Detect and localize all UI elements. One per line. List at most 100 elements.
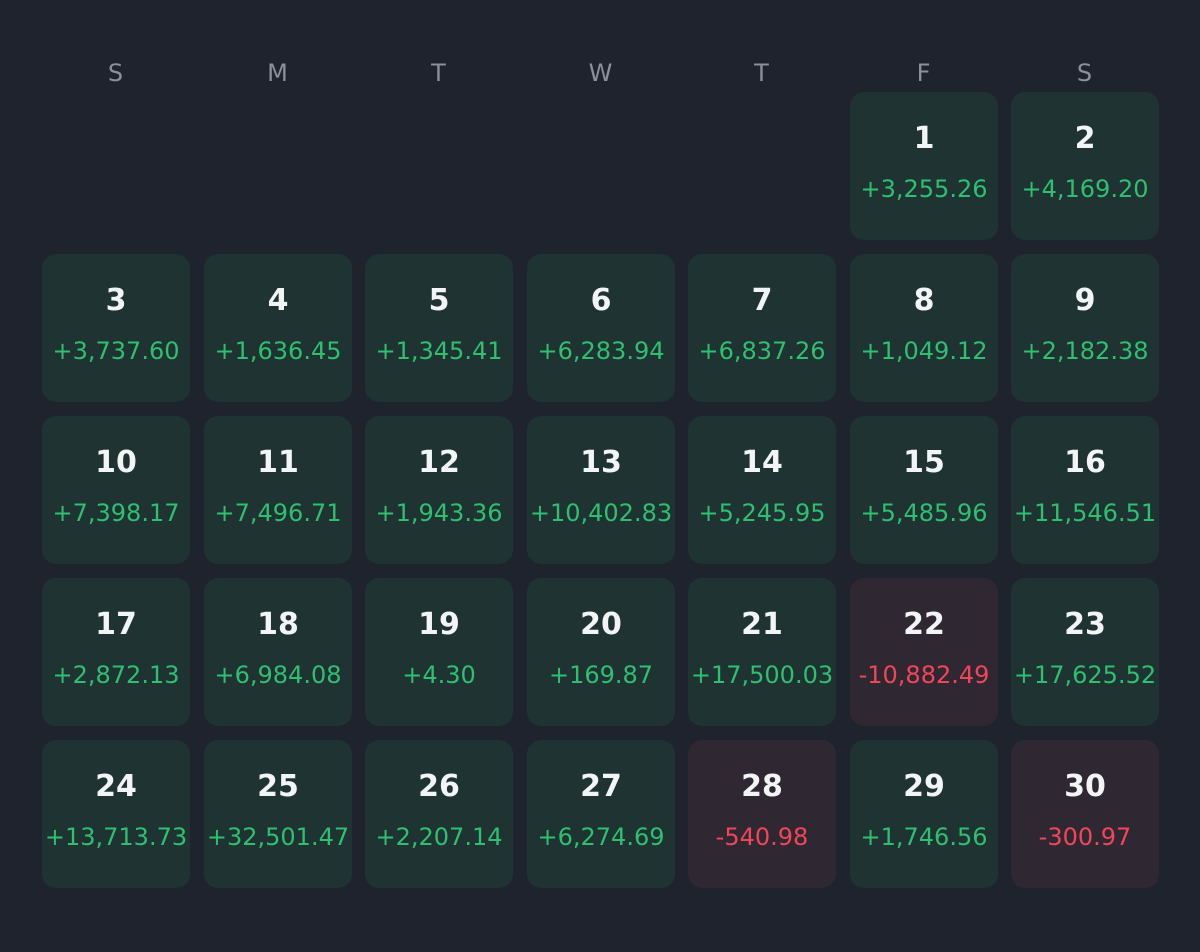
day-profit-value: +5,485.96 <box>860 499 988 527</box>
day-loss-value: -300.97 <box>1038 823 1132 851</box>
day-number: 14 <box>741 445 783 480</box>
day-loss-value: -10,882.49 <box>858 661 990 689</box>
day-number: 19 <box>418 607 460 642</box>
day-cell-9[interactable]: 9 +2,182.38 <box>1011 254 1159 402</box>
day-profit-value: +2,872.13 <box>52 661 180 689</box>
day-cell-27[interactable]: 27 +6,274.69 <box>527 740 675 888</box>
day-number: 6 <box>590 283 612 318</box>
day-profit-value: +4,169.20 <box>1021 175 1149 203</box>
day-cell-19[interactable]: 19 +4.30 <box>365 578 513 726</box>
day-profit-value: +32,501.47 <box>206 823 350 851</box>
day-cell-20[interactable]: 20 +169.87 <box>527 578 675 726</box>
day-number: 27 <box>580 769 622 804</box>
day-profit-value: +6,984.08 <box>214 661 342 689</box>
day-cell-26[interactable]: 26 +2,207.14 <box>365 740 513 888</box>
day-number: 28 <box>741 769 783 804</box>
day-cell-29[interactable]: 29 +1,746.56 <box>850 740 998 888</box>
day-profit-value: +17,625.52 <box>1013 661 1157 689</box>
day-cell-24[interactable]: 24 +13,713.73 <box>42 740 190 888</box>
day-cell-30[interactable]: 30 -300.97 <box>1011 740 1159 888</box>
day-profit-value: +7,496.71 <box>214 499 342 527</box>
day-number: 22 <box>903 607 945 642</box>
day-number: 10 <box>95 445 137 480</box>
day-cell-17[interactable]: 17 +2,872.13 <box>42 578 190 726</box>
day-cell-28[interactable]: 28 -540.98 <box>688 740 836 888</box>
day-number: 8 <box>913 283 935 318</box>
day-profit-value: +2,182.38 <box>1021 337 1149 365</box>
day-number: 20 <box>580 607 622 642</box>
day-number: 16 <box>1064 445 1106 480</box>
day-cell-16[interactable]: 16 +11,546.51 <box>1011 416 1159 564</box>
day-number: 9 <box>1074 283 1096 318</box>
day-profit-value: +1,049.12 <box>860 337 988 365</box>
day-profit-value: +11,546.51 <box>1013 499 1157 527</box>
weekday-label: W <box>588 59 614 87</box>
day-cell-7[interactable]: 7 +6,837.26 <box>688 254 836 402</box>
day-cell-22[interactable]: 22 -10,882.49 <box>850 578 998 726</box>
day-profit-value: +4.30 <box>402 661 476 689</box>
day-cell-6[interactable]: 6 +6,283.94 <box>527 254 675 402</box>
day-profit-value: +17,500.03 <box>690 661 834 689</box>
day-number: 25 <box>257 769 299 804</box>
day-number: 13 <box>580 445 622 480</box>
day-number: 7 <box>751 283 773 318</box>
day-profit-value: +1,636.45 <box>214 337 342 365</box>
day-number: 17 <box>95 607 137 642</box>
weekday-label: M <box>267 59 289 87</box>
day-cell-4[interactable]: 4 +1,636.45 <box>204 254 352 402</box>
day-number: 18 <box>257 607 299 642</box>
day-cell-18[interactable]: 18 +6,984.08 <box>204 578 352 726</box>
day-cell-23[interactable]: 23 +17,625.52 <box>1011 578 1159 726</box>
day-number: 12 <box>418 445 460 480</box>
day-number: 24 <box>95 769 137 804</box>
weekday-label: F <box>916 59 932 87</box>
weekday-label: S <box>1076 59 1094 87</box>
day-profit-value: +3,255.26 <box>860 175 988 203</box>
day-profit-value: +6,274.69 <box>537 823 665 851</box>
day-number: 2 <box>1074 121 1096 156</box>
day-cell-10[interactable]: 10 +7,398.17 <box>42 416 190 564</box>
day-number: 21 <box>741 607 783 642</box>
day-profit-value: +2,207.14 <box>375 823 503 851</box>
day-number: 11 <box>257 445 299 480</box>
day-profit-value: +10,402.83 <box>529 499 673 527</box>
day-number: 26 <box>418 769 460 804</box>
day-cell-2[interactable]: 2 +4,169.20 <box>1011 92 1159 240</box>
day-cell-5[interactable]: 5 +1,345.41 <box>365 254 513 402</box>
day-loss-value: -540.98 <box>715 823 809 851</box>
day-cell-25[interactable]: 25 +32,501.47 <box>204 740 352 888</box>
day-cell-1[interactable]: 1 +3,255.26 <box>850 92 998 240</box>
weekday-label: S <box>107 59 125 87</box>
day-cell-3[interactable]: 3 +3,737.60 <box>42 254 190 402</box>
day-profit-value: +13,713.73 <box>44 823 188 851</box>
day-cell-11[interactable]: 11 +7,496.71 <box>204 416 352 564</box>
day-profit-value: +3,737.60 <box>52 337 180 365</box>
day-number: 23 <box>1064 607 1106 642</box>
day-profit-value: +7,398.17 <box>52 499 180 527</box>
day-number: 15 <box>903 445 945 480</box>
day-profit-value: +6,283.94 <box>537 337 665 365</box>
day-number: 3 <box>105 283 127 318</box>
day-profit-value: +1,746.56 <box>860 823 988 851</box>
day-cell-12[interactable]: 12 +1,943.36 <box>365 416 513 564</box>
day-cell-8[interactable]: 8 +1,049.12 <box>850 254 998 402</box>
day-number: 5 <box>428 283 450 318</box>
day-number: 30 <box>1064 769 1106 804</box>
day-number: 29 <box>903 769 945 804</box>
day-cell-21[interactable]: 21 +17,500.03 <box>688 578 836 726</box>
day-profit-value: +6,837.26 <box>698 337 826 365</box>
day-profit-value: +1,943.36 <box>375 499 503 527</box>
day-number: 1 <box>913 121 935 156</box>
day-profit-value: +1,345.41 <box>375 337 503 365</box>
day-cell-14[interactable]: 14 +5,245.95 <box>688 416 836 564</box>
day-profit-value: +169.87 <box>548 661 654 689</box>
day-number: 4 <box>267 283 289 318</box>
day-profit-value: +5,245.95 <box>698 499 826 527</box>
day-cell-15[interactable]: 15 +5,485.96 <box>850 416 998 564</box>
weekday-label: T <box>431 59 447 87</box>
weekday-label: T <box>754 59 770 87</box>
day-cell-13[interactable]: 13 +10,402.83 <box>527 416 675 564</box>
